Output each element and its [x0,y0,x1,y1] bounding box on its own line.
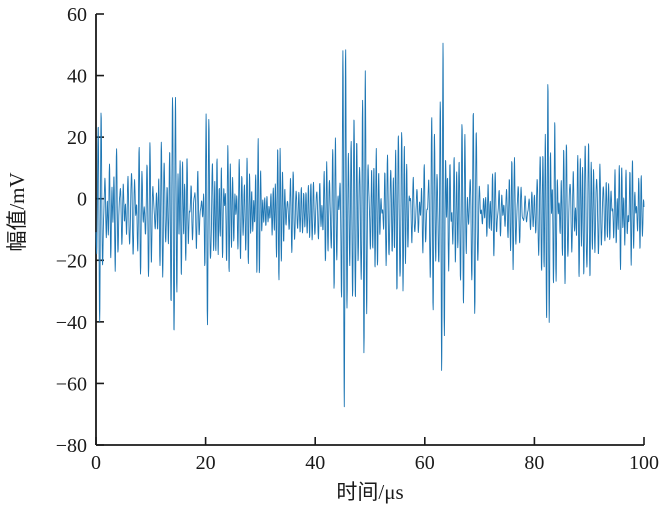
x-tick-label: 0 [91,452,101,474]
x-tick-label: 20 [196,452,216,474]
signal-trace [95,42,645,408]
y-axis-label: 幅值/mV [5,172,29,251]
plot-layer [95,42,645,408]
x-tick-label: 60 [415,452,435,474]
x-tick-label: 100 [629,452,659,474]
y-tick-label: 20 [67,127,87,149]
axes-layer: −80 −60 −40 −20 0 20 40 60 0 20 40 60 80 100 [56,4,659,474]
y-tick-label: −40 [56,312,87,334]
x-tick-label: 80 [524,452,544,474]
y-tick-label: 40 [67,66,87,88]
y-tick-label: 60 [67,4,87,26]
y-tick-label: −80 [56,435,87,457]
x-tick-label: 40 [305,452,325,474]
y-tick-label: 0 [77,189,87,211]
y-tick-label: −20 [56,250,87,272]
x-axis-label: 时间/μs [336,480,403,504]
y-tick-label: −60 [56,373,87,395]
